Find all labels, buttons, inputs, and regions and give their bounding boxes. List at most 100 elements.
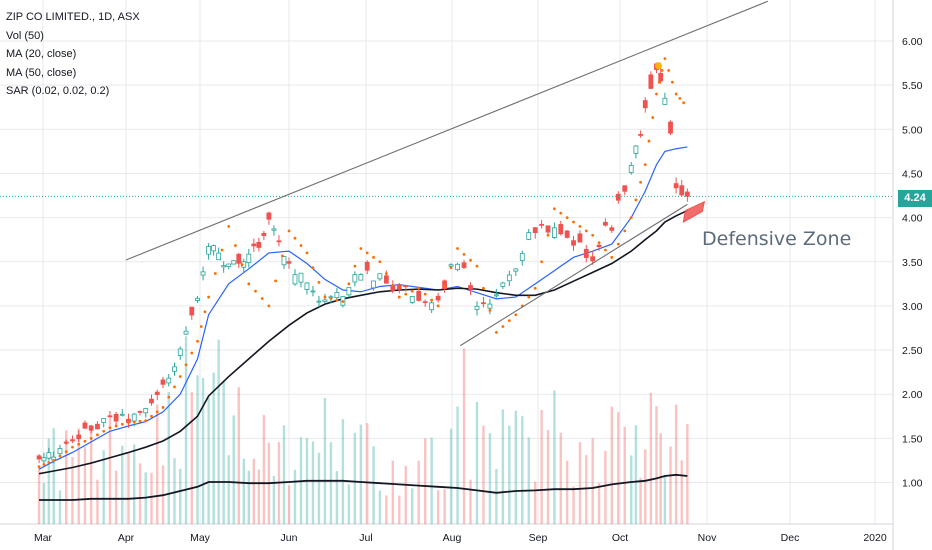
volume-bar xyxy=(179,468,182,524)
trendlines xyxy=(0,0,893,347)
sar-dot xyxy=(335,298,339,302)
candle-body xyxy=(526,232,532,240)
defensive-zone-label: Defensive Zone xyxy=(702,228,851,250)
volume-bar xyxy=(71,457,74,524)
sar-dot xyxy=(559,211,563,215)
sar-dot xyxy=(651,116,655,119)
price-tick-label: 5.00 xyxy=(902,124,923,136)
sar-dot xyxy=(667,69,671,72)
volume-bar xyxy=(133,444,136,524)
sar-dot xyxy=(417,286,421,290)
candle-body xyxy=(256,242,262,248)
price-axis[interactable]: 1.00 1.50 2.00 2.50 3.00 3.50 4.00 4.50 5.00 5.50… xyxy=(902,36,923,490)
sar-dot xyxy=(299,244,303,247)
time-tick-label: Sep xyxy=(529,532,548,544)
candle-body xyxy=(195,297,200,301)
volume-bar xyxy=(585,455,588,524)
volume-bar xyxy=(674,404,678,524)
volume-bar xyxy=(623,426,626,524)
candle-body xyxy=(358,274,364,281)
sar-dots xyxy=(37,57,686,469)
volume-bar xyxy=(329,442,333,524)
candle-body xyxy=(46,452,52,459)
candle-body xyxy=(36,455,42,460)
volume-bar xyxy=(630,455,633,524)
candle-body xyxy=(513,268,519,272)
candle-body xyxy=(416,290,422,301)
volume-bar xyxy=(282,425,286,524)
volume-bar xyxy=(462,348,466,524)
sar-dot xyxy=(507,319,511,323)
candle-body xyxy=(539,223,545,226)
volume-bar xyxy=(138,463,142,524)
candle-body xyxy=(88,425,94,431)
candle-body xyxy=(455,263,460,271)
candle-body xyxy=(662,97,668,105)
candle-body xyxy=(107,415,113,418)
time-axis[interactable]: Mar Apr May Jun Jul Aug Sep Oct Nov Dec 2020 xyxy=(34,532,887,544)
volume-bar xyxy=(659,433,662,524)
sar-dot xyxy=(108,426,112,430)
volume-bar xyxy=(317,452,321,524)
sar-dot xyxy=(227,225,231,228)
volume-ma-line xyxy=(39,473,688,501)
volume-bar xyxy=(47,438,51,524)
sar-dot xyxy=(384,272,388,275)
candle-body xyxy=(571,240,576,246)
price-tick-label: 3.50 xyxy=(902,257,923,269)
sar-dot xyxy=(120,422,124,426)
legend-ma20[interactable]: MA (20, close) xyxy=(6,48,77,60)
candle-body xyxy=(101,418,107,424)
volume-bar xyxy=(196,375,199,524)
candle-body xyxy=(429,302,435,311)
volume-bar xyxy=(65,430,68,524)
sar-dot xyxy=(52,459,56,462)
candle-body xyxy=(266,212,272,220)
candle-body xyxy=(298,272,304,283)
candle-body xyxy=(131,413,137,422)
volume-bar xyxy=(597,483,601,524)
legend-ma50[interactable]: MA (50, close) xyxy=(6,66,77,79)
candle-body xyxy=(82,422,88,429)
candle-body xyxy=(113,413,119,422)
candle-body xyxy=(684,191,690,197)
candle-body xyxy=(461,262,467,268)
volume-bar xyxy=(207,397,210,524)
volume-bar xyxy=(404,465,407,524)
sar-dot xyxy=(138,419,142,423)
time-tick-label: Mar xyxy=(34,532,53,544)
legend-vol[interactable]: Vol (50) xyxy=(6,29,44,42)
price-tick-label: 3.00 xyxy=(902,301,923,313)
sar-dot xyxy=(397,295,401,299)
symbol-title[interactable]: ZIP CO LIMITED., 1D, ASX xyxy=(6,11,140,23)
sar-dot xyxy=(102,429,106,433)
sar-dot xyxy=(203,310,207,314)
volume-bar xyxy=(644,449,647,524)
volume-bar xyxy=(190,392,193,524)
sar-dot xyxy=(280,254,284,258)
candle-body xyxy=(154,391,160,395)
volume-bar xyxy=(514,410,518,524)
candle-body xyxy=(628,164,634,173)
candle-body xyxy=(633,145,639,154)
time-tick-label: Jun xyxy=(281,532,298,544)
volume-bar xyxy=(565,460,569,524)
candle-body xyxy=(281,256,287,266)
volume-bar xyxy=(436,490,440,524)
volume-bar xyxy=(669,446,672,524)
sar-dot xyxy=(514,313,518,317)
volume-bar xyxy=(501,409,505,524)
sar-dot xyxy=(64,450,68,453)
sar-dot xyxy=(199,325,203,328)
volume-bar xyxy=(257,469,261,524)
volume-bar xyxy=(347,484,351,524)
sar-dot xyxy=(293,236,297,240)
sar-dot xyxy=(591,233,595,237)
sar-dot xyxy=(443,285,447,289)
legend-sar[interactable]: SAR (0.02, 0.02, 0.2) xyxy=(6,85,110,97)
sar-dot xyxy=(462,252,466,256)
candle-body xyxy=(603,221,608,226)
candle-body xyxy=(352,274,358,283)
volume-bar xyxy=(293,469,297,524)
